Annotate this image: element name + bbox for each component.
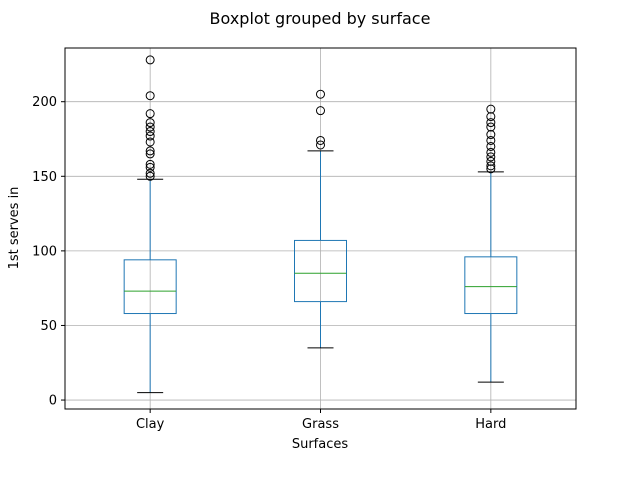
x-tick-label: Hard — [475, 417, 506, 432]
outlier-point — [486, 156, 496, 166]
y-tick-label: 100 — [32, 244, 57, 259]
outlier-point — [316, 106, 325, 116]
outlier-point — [486, 135, 496, 145]
boxes-layer — [123, 55, 518, 394]
outlier-point — [145, 55, 155, 65]
outlier-point — [486, 112, 496, 122]
iqr-box — [294, 239, 347, 303]
outlier-point — [145, 168, 155, 178]
outlier-point — [486, 130, 496, 140]
iqr-box — [464, 256, 518, 315]
x-tick-label: Clay — [136, 417, 165, 432]
y-tick-label: 50 — [40, 319, 57, 334]
y-tick-label: 0 — [49, 394, 57, 409]
y-tick-label: 200 — [32, 95, 57, 110]
box-clay — [123, 55, 177, 394]
box-grass — [294, 89, 347, 349]
outlier-point — [145, 109, 155, 119]
y-axis-label: 1st serves in — [7, 187, 22, 270]
outlier-point — [486, 122, 496, 132]
outlier-point — [486, 152, 496, 162]
outlier-point — [145, 118, 155, 128]
outlier-point — [145, 91, 155, 101]
outlier-point — [486, 147, 496, 157]
outlier-point — [486, 141, 496, 151]
y-axis: 0 50 100 150 200 — [32, 95, 65, 409]
outlier-point — [145, 137, 155, 147]
chart-title: Boxplot grouped by surface — [210, 9, 431, 28]
outlier-point — [145, 127, 155, 137]
y-tick-label: 150 — [32, 170, 57, 185]
outlier-point — [486, 104, 496, 114]
x-axis-label: Surfaces — [292, 437, 349, 452]
outlier-point — [145, 162, 155, 172]
outlier-point — [145, 122, 155, 132]
outlier-point — [316, 135, 325, 145]
outlier-point — [145, 149, 155, 159]
outlier-point — [145, 146, 155, 156]
outlier-point — [486, 118, 496, 128]
outlier-point — [145, 159, 155, 169]
outlier-point — [316, 89, 325, 99]
iqr-box — [123, 259, 177, 315]
outlier-point — [145, 131, 155, 141]
x-tick-label: Grass — [302, 417, 339, 432]
outlier-point — [486, 164, 496, 174]
outlier-point — [316, 140, 325, 150]
box-hard — [464, 104, 518, 383]
outlier-point — [486, 161, 496, 171]
x-axis: Clay Grass Hard — [136, 409, 506, 432]
outlier-point — [145, 171, 155, 181]
